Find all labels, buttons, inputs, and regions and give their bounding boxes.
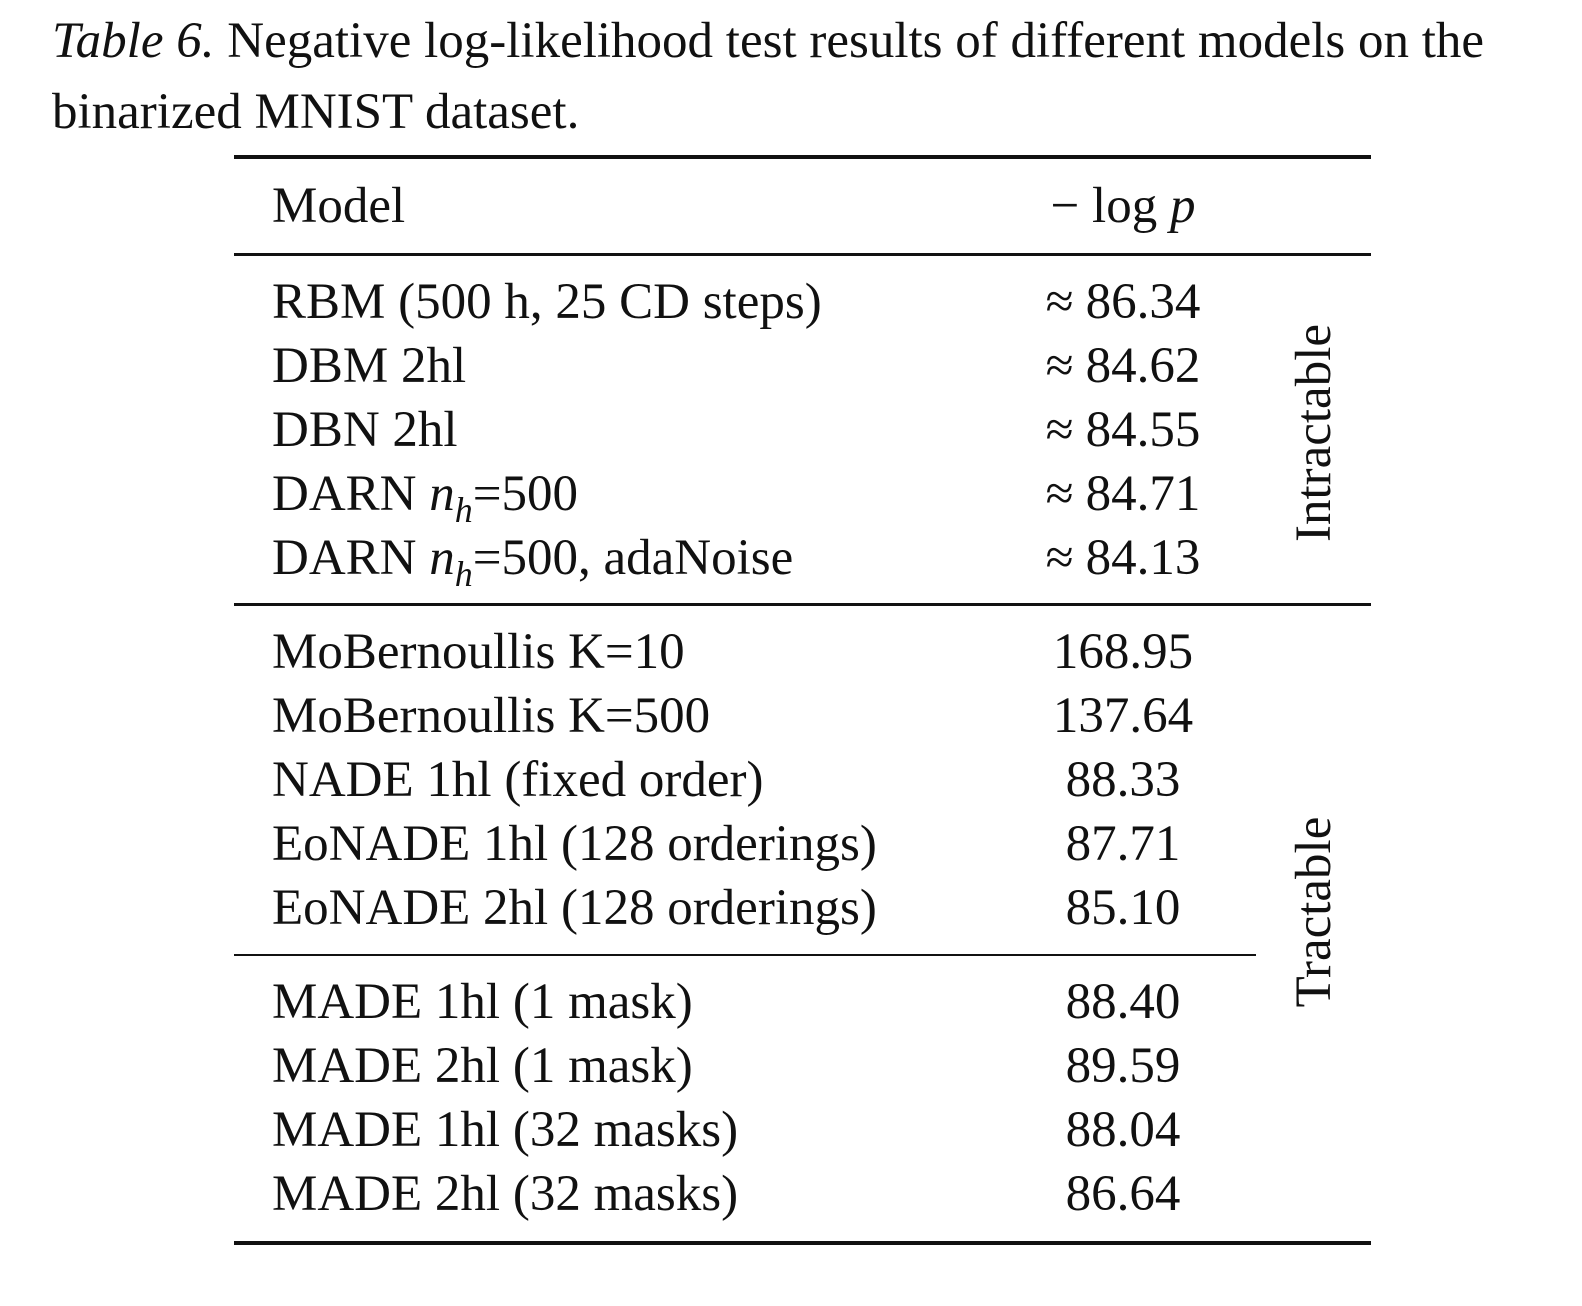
row-value: ≈86.34 [998, 270, 1248, 334]
row-model-suffix: =500, adaNoise [472, 530, 794, 586]
row-value: 88.04 [1065, 1102, 1181, 1158]
caption-label: Table 6. [52, 13, 215, 69]
approx-symbol: ≈ [1045, 530, 1074, 586]
top-rule [234, 155, 1371, 159]
header-rule [234, 253, 1371, 256]
row-model-name: DBN 2hl [272, 402, 458, 458]
row-model-var: n [429, 466, 455, 522]
row-model-name: MoBernoullis K=10 [272, 624, 685, 680]
row-value: ≈84.55 [998, 398, 1248, 462]
row-model-sub: h [454, 554, 473, 594]
group-divider-rule [234, 603, 1371, 606]
row-model-prefix: DARN [272, 466, 430, 522]
row-value: 87.71 [1065, 816, 1181, 872]
row-value: ≈84.13 [998, 526, 1248, 590]
row-value: 85.10 [1065, 880, 1181, 936]
row-value-number: 84.55 [1085, 402, 1201, 458]
header-value-var: p [1169, 178, 1196, 234]
row-model-name: MADE 1hl (1 mask) [272, 974, 693, 1030]
header-value: − log p [998, 174, 1248, 238]
row-model-var: n [429, 530, 455, 586]
row-model-name: MADE 1hl (32 masks) [272, 1102, 739, 1158]
row-value-number: 86.34 [1085, 274, 1201, 330]
row-model-suffix: =500 [472, 466, 579, 522]
header-model: Model [272, 178, 406, 234]
row-value-number: 84.71 [1085, 466, 1201, 522]
header-value-prefix: − log [1050, 178, 1170, 234]
bottom-rule [234, 1241, 1371, 1245]
row-model-name: NADE 1hl (fixed order) [272, 752, 764, 808]
row-model-name: DARN nh=500, adaNoise [272, 526, 793, 594]
row-model-name: MoBernoullis K=500 [272, 688, 711, 744]
row-model-sub: h [454, 490, 473, 530]
row-model-name: DBM 2hl [272, 338, 467, 394]
row-value: 88.33 [1065, 752, 1181, 808]
row-model-name: MADE 2hl (32 masks) [272, 1166, 739, 1222]
table-caption: Table 6. Negative log-likelihood test re… [52, 6, 1552, 148]
row-model-name: DARN nh=500 [272, 462, 578, 530]
caption-text: Negative log-likelihood test results of … [52, 13, 1485, 140]
subgroup-divider-rule [234, 954, 1256, 956]
row-model-name: MADE 2hl (1 mask) [272, 1038, 693, 1094]
row-value: 168.95 [1052, 624, 1194, 680]
row-value: 137.64 [1052, 688, 1194, 744]
row-model-name: EoNADE 2hl (128 orderings) [272, 880, 877, 936]
row-value: 89.59 [1065, 1038, 1181, 1094]
row-value-number: 84.62 [1085, 338, 1201, 394]
approx-symbol: ≈ [1045, 402, 1074, 458]
approx-symbol: ≈ [1045, 274, 1074, 330]
row-model-name: EoNADE 1hl (128 orderings) [272, 816, 877, 872]
group-label-tractable: Tractable [1286, 816, 1342, 1008]
row-model-prefix: DARN [272, 530, 430, 586]
group-label-intractable: Intractable [1286, 323, 1342, 543]
row-value: 88.40 [1065, 974, 1181, 1030]
approx-symbol: ≈ [1045, 338, 1074, 394]
row-value: ≈84.62 [998, 334, 1248, 398]
approx-symbol: ≈ [1045, 466, 1074, 522]
row-value: ≈84.71 [998, 462, 1248, 526]
row-value-number: 84.13 [1085, 530, 1201, 586]
row-value: 86.64 [1065, 1166, 1181, 1222]
row-model-name: RBM (500 h, 25 CD steps) [272, 274, 822, 330]
